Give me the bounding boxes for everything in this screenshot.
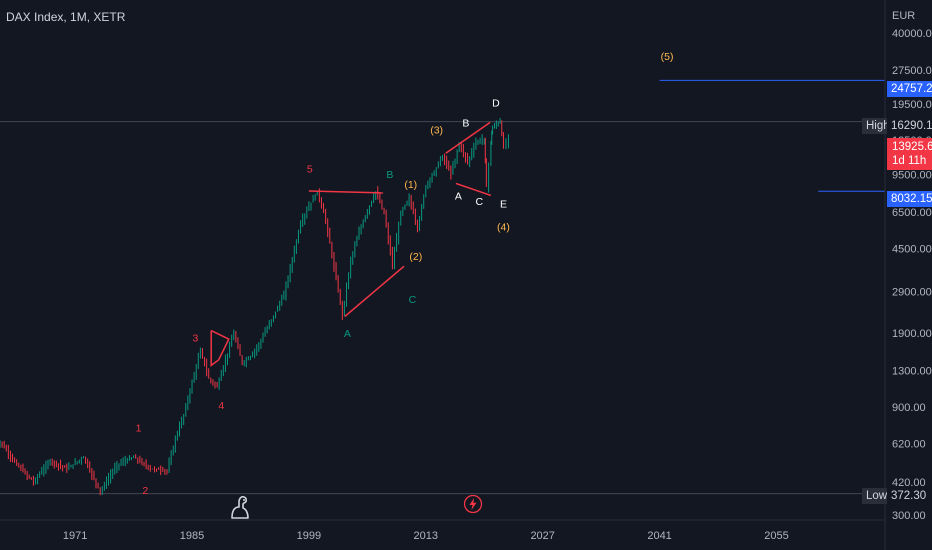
y-tick-label: 620.00	[892, 438, 926, 450]
x-tick-label: 2013	[414, 530, 438, 542]
low-price-tag: 372.30	[887, 488, 931, 504]
wave-label: 1	[136, 423, 142, 435]
y-tick-label: 1300.00	[892, 366, 932, 378]
low-label-tag: Low	[862, 488, 892, 504]
wave-label: 3	[192, 332, 198, 344]
time-axis[interactable]: 1971 1985 1999 2013 2027 2041 2055	[0, 519, 885, 542]
lightning-icon[interactable]	[463, 494, 483, 519]
high-price-tag: 16290.19	[887, 118, 932, 134]
wave-label: B	[386, 169, 393, 181]
wave-label: 5	[307, 164, 313, 176]
reference-lines	[0, 121, 885, 495]
wave-label: 4	[218, 400, 224, 412]
price-axis[interactable]: 300.00 420.00 620.00 900.00 1300.00 1900.00 29…	[884, 0, 932, 550]
wave-label: (1)	[404, 179, 417, 191]
target-lines	[659, 79, 885, 192]
wave-label: (3)	[430, 125, 443, 137]
current-price-value: 13925.60	[892, 141, 932, 153]
y-tick-label: 19500.00	[892, 99, 932, 111]
wave-annotations: 1 2 3 4 5 A B C (1) (2) (3) A B C D E (4) (5)	[136, 51, 674, 497]
x-tick-label: 2027	[530, 530, 554, 542]
y-tick-label: 4500.00	[892, 243, 932, 255]
y-tick-label: 2900.00	[892, 287, 932, 299]
wave-label: B	[462, 117, 469, 129]
wave-trendline	[445, 121, 491, 154]
price-series	[0, 118, 509, 496]
wave-trendline	[210, 329, 230, 367]
current-price-tag: 13925.60 1d 11h	[887, 138, 932, 170]
wave-trendline	[308, 190, 384, 194]
target-lower-price-tag: 8032.15	[887, 191, 932, 207]
y-tick-label: 9500.00	[892, 170, 932, 182]
wave-label: (5)	[661, 51, 674, 63]
x-tick-label: 2055	[764, 530, 788, 542]
target-upper-price-tag: 24757.22	[887, 81, 932, 97]
high-label-tag: High	[862, 118, 894, 134]
wave-label: (2)	[409, 251, 422, 263]
x-tick-label: 1999	[297, 530, 321, 542]
y-tick-label: 27500.00	[892, 65, 932, 77]
wave-trendline	[455, 182, 492, 197]
symbol-title[interactable]: DAX Index, 1M, XETR	[6, 10, 126, 24]
wave-label: A	[344, 328, 351, 340]
bar-countdown: 1d 11h	[892, 155, 927, 167]
y-tick-label: 900.00	[892, 402, 926, 414]
x-tick-label: 1985	[180, 530, 204, 542]
wave-trendline	[344, 265, 405, 318]
tradingview-dino-icon[interactable]	[229, 494, 251, 525]
wave-label: C	[475, 196, 483, 208]
wave-label: D	[492, 97, 500, 109]
wave-lines	[210, 121, 492, 367]
wave-label: A	[455, 190, 462, 202]
wave-label: 2	[142, 485, 148, 497]
x-tick-label: 1971	[63, 530, 87, 542]
wave-label: (4)	[497, 221, 510, 233]
y-tick-label: 300.00	[892, 510, 926, 522]
y-tick-label: 420.00	[892, 477, 926, 489]
y-tick-label: 1900.00	[892, 328, 932, 340]
y-tick-label: 6500.00	[892, 207, 932, 219]
y-tick-label: 40000.00	[892, 28, 932, 40]
price-axis-currency: EUR	[892, 10, 915, 22]
wave-label: C	[409, 294, 417, 306]
wave-label: E	[500, 199, 507, 211]
x-tick-label: 2041	[647, 530, 671, 542]
